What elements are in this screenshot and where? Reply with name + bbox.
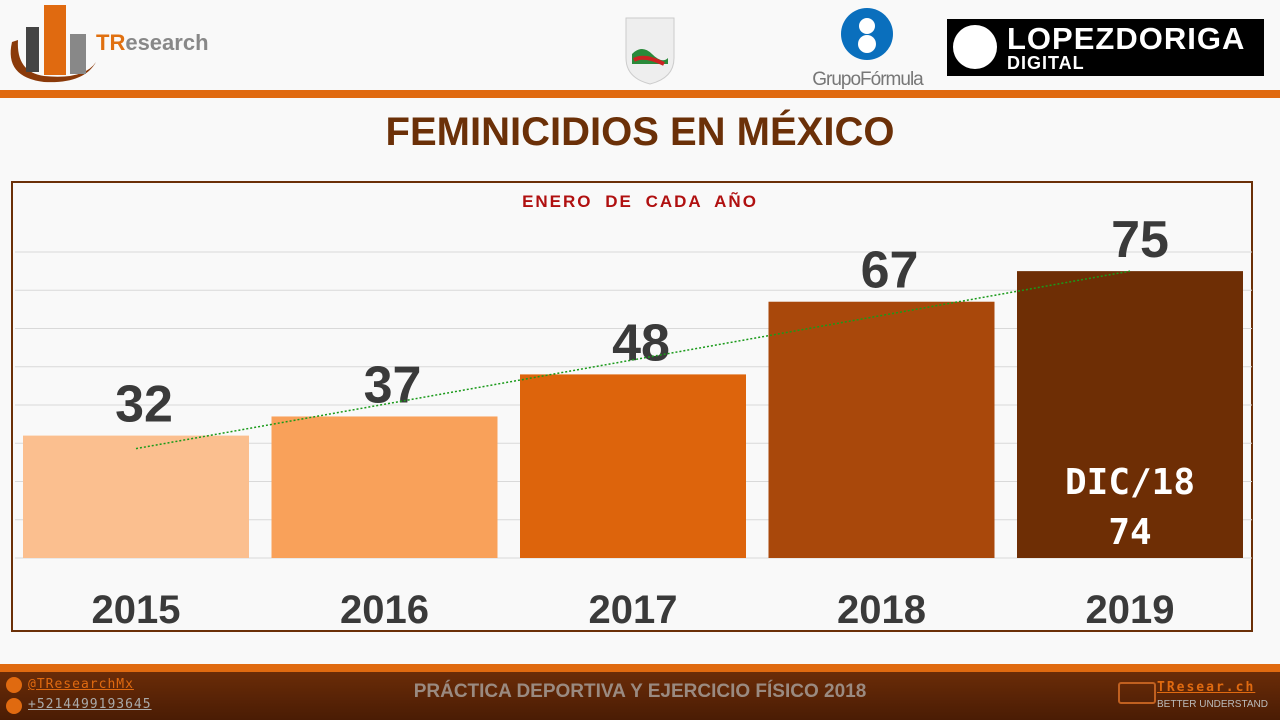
www-search-icon xyxy=(1118,682,1156,704)
x-tick-label: 2019 xyxy=(1086,588,1175,632)
annotation-line2: 74 xyxy=(1108,512,1151,553)
x-tick-label: 2017 xyxy=(589,588,678,632)
trendline xyxy=(135,270,1131,450)
data-label: 75 xyxy=(1111,211,1169,269)
partner-1-label: GrupoFórmula xyxy=(812,69,924,90)
grupo-formula-icon xyxy=(841,8,893,60)
x-tick-label: 2016 xyxy=(340,588,429,632)
footer-stripe xyxy=(0,664,1280,672)
bar-2016 xyxy=(271,416,498,558)
chart-subtitle: ENERO DE CADA AÑO xyxy=(522,192,758,211)
data-label: 37 xyxy=(364,356,422,414)
top-divider xyxy=(0,90,1280,98)
tagline: BETTER UNDERSTAND xyxy=(1157,699,1268,710)
tresearch-logo-icon xyxy=(10,5,97,83)
data-label: 48 xyxy=(612,314,670,372)
site-link[interactable]: TResear.ch xyxy=(1157,680,1256,695)
footer-title: PRÁCTICA DEPORTIVA Y EJERCICIO FÍSICO 20… xyxy=(413,681,867,702)
x-tick-label: 2015 xyxy=(92,588,181,632)
bar-2018 xyxy=(768,301,995,558)
sesnsp-seal-icon xyxy=(625,17,675,85)
grupo-formula-logo: GrupoFórmula xyxy=(800,6,935,90)
data-label: 32 xyxy=(115,376,173,434)
twitter-link[interactable]: @TResearchMx xyxy=(28,677,134,692)
phone-link[interactable]: +5214499193645 xyxy=(28,697,152,712)
bar-2017 xyxy=(520,374,746,558)
bar-2015 xyxy=(23,435,249,558)
page-title: FEMINICIDIOS EN MÉXICO xyxy=(385,110,895,154)
twitter-icon xyxy=(6,677,22,693)
partner-2-line2: DIGITAL xyxy=(1007,53,1085,73)
footer xyxy=(0,672,1280,720)
bar-2019 xyxy=(1017,271,1243,558)
annotation-line1: DIC/18 xyxy=(1065,462,1195,503)
whatsapp-icon xyxy=(6,698,22,714)
lopezdoriga-icon xyxy=(953,25,997,69)
lopezdoriga-logo: LOPEZDORIGA DIGITAL xyxy=(947,19,1264,76)
tresearch-logo-text: TResearch xyxy=(96,30,209,55)
x-tick-label: 2018 xyxy=(837,588,926,632)
partner-2-line1: LOPEZDORIGA xyxy=(1007,21,1246,56)
data-label: 67 xyxy=(861,242,919,300)
